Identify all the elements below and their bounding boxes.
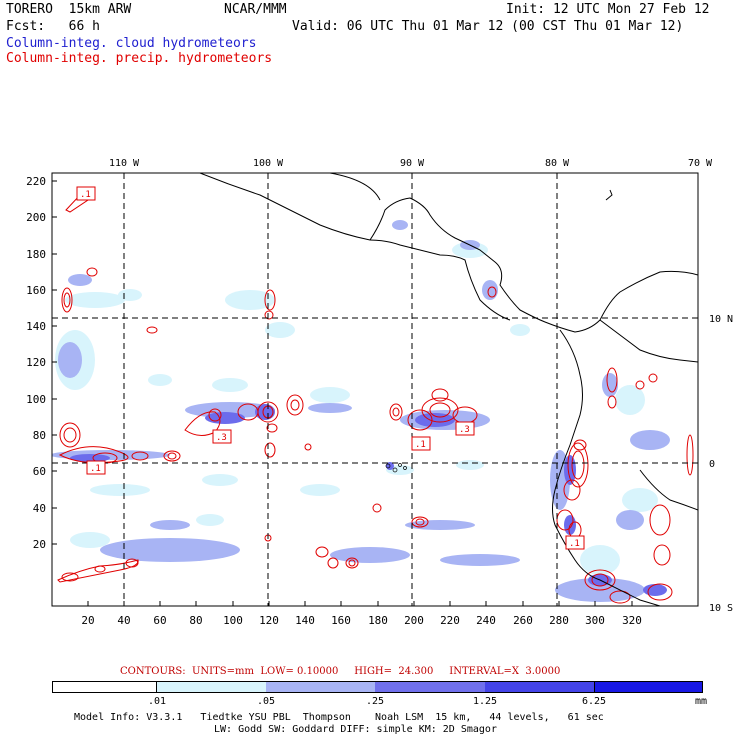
contour-label: .3 [459, 425, 470, 435]
lat-label: 10 N [709, 314, 733, 325]
lon-label: 70 W [688, 158, 713, 169]
y-tick-label: 140 [26, 320, 46, 333]
y-tick-label: 20 [33, 538, 46, 551]
y-tick-label: 180 [26, 248, 46, 261]
y-tick-label: 80 [33, 429, 46, 442]
y-tick-label: 40 [33, 502, 46, 515]
x-tick-label: 320 [622, 614, 642, 627]
x-tick-label: 160 [331, 614, 351, 627]
contour-label: .3 [216, 433, 227, 443]
contour-label: .1 [569, 539, 580, 549]
x-tick-label: 260 [513, 614, 533, 627]
x-tick-label: 300 [585, 614, 605, 627]
lat-label: 10 S [709, 603, 733, 614]
x-tick-label: 40 [117, 614, 130, 627]
x-tick-label: 180 [368, 614, 388, 627]
model-title: TORERO 15km ARW [6, 2, 132, 17]
init-time: Init: 12 UTC Mon 27 Feb 12 [506, 2, 710, 17]
hydrometeor-field [52, 173, 698, 606]
field-cloud-label: Column-integ. cloud hydrometeors [6, 36, 257, 51]
field-precip-label: Column-integ. precip. hydrometeors [6, 51, 273, 66]
lon-label: 90 W [400, 158, 425, 169]
y-tick-label: 220 [26, 175, 46, 188]
x-tick-label: 120 [259, 614, 279, 627]
lon-label: 100 W [253, 158, 284, 169]
x-tick-label: 200 [404, 614, 424, 627]
x-tick-label: 80 [189, 614, 202, 627]
y-tick-label: 60 [33, 465, 46, 478]
lat-label: 0 [709, 459, 715, 470]
y-tick-label: 160 [26, 284, 46, 297]
lon-label: 80 W [545, 158, 570, 169]
forecast-hour: Fcst: 66 h [6, 19, 100, 34]
x-tick-label: 20 [81, 614, 94, 627]
contour-label: .1 [80, 190, 91, 200]
y-tick-label: 200 [26, 211, 46, 224]
x-tick-label: 280 [549, 614, 569, 627]
x-tick-label: 220 [440, 614, 460, 627]
model-info-line1: Model Info: V3.3.1 Tiedtke YSU PBL Thomp… [74, 712, 604, 723]
x-tick-label: 140 [295, 614, 315, 627]
plot-frame [51, 172, 699, 607]
contour-label: .1 [415, 440, 426, 450]
org-label: NCAR/MMM [224, 2, 287, 17]
x-tick-label: 60 [153, 614, 166, 627]
y-tick-label: 120 [26, 356, 46, 369]
y-tick-label: 100 [26, 393, 46, 406]
x-tick-label: 100 [223, 614, 243, 627]
lon-label: 110 W [109, 158, 140, 169]
contour-label: .1 [90, 464, 101, 474]
contour-info: CONTOURS: UNITS=mm LOW= 0.10000 HIGH= 24… [120, 666, 561, 677]
valid-time: Valid: 06 UTC Thu 01 Mar 12 (00 CST Thu … [292, 19, 684, 34]
x-tick-label: 240 [476, 614, 496, 627]
model-info-line2: LW: Godd SW: Goddard DIFF: simple KM: 2D… [214, 724, 497, 735]
